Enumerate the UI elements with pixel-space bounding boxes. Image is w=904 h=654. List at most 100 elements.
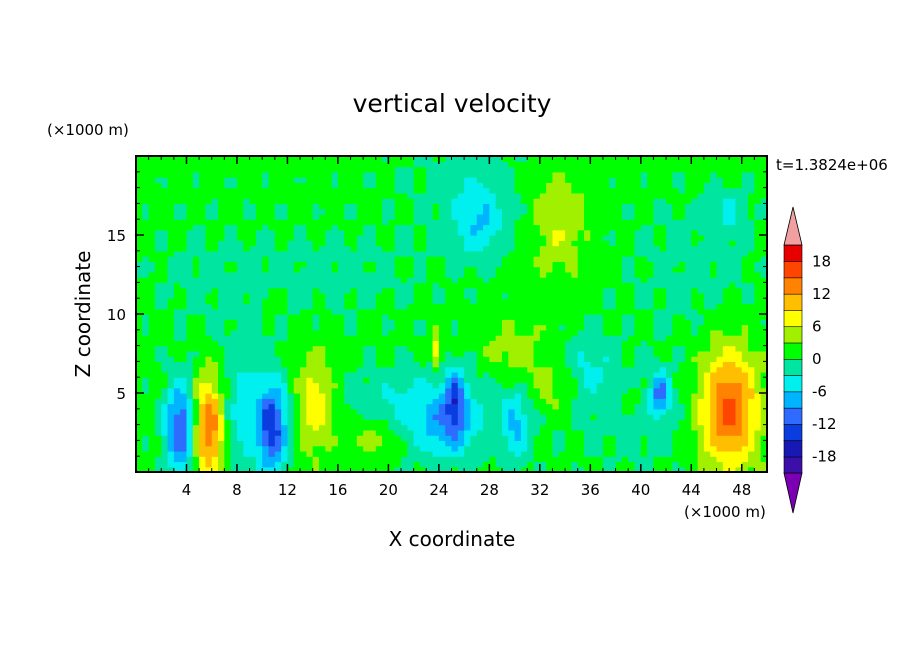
contour-cell [243, 366, 251, 373]
contour-cell [331, 340, 339, 347]
contour-cell [300, 393, 307, 399]
contour-cell [760, 240, 767, 247]
contour-cell [558, 314, 566, 320]
contour-cell [173, 308, 181, 315]
contour-cell [684, 361, 692, 368]
contour-cell [539, 208, 547, 215]
contour-cell [647, 208, 655, 215]
contour-cell [533, 298, 541, 305]
contour-cell [659, 340, 667, 347]
contour-cell [325, 398, 333, 405]
contour-cell [729, 240, 737, 247]
contour-cell [205, 366, 213, 373]
contour-cell [590, 466, 598, 472]
contour-cell [142, 408, 150, 415]
contour-cell [142, 282, 150, 289]
contour-cell [438, 324, 446, 331]
contour-cell [142, 461, 150, 468]
contour-cell [167, 435, 175, 441]
contour-cell [716, 466, 724, 472]
contour-cell [520, 240, 528, 247]
contour-cell [558, 350, 566, 357]
contour-cell [205, 261, 213, 268]
contour-cell [211, 314, 219, 320]
contour-cell [684, 456, 692, 463]
contour-cell [413, 377, 421, 384]
contour-cell [394, 229, 402, 236]
contour-cell [401, 382, 408, 389]
contour-cell [136, 271, 143, 278]
contour-cell [741, 361, 749, 368]
contour-cell [464, 461, 472, 468]
contour-cell [647, 271, 655, 278]
contour-cell [388, 340, 396, 347]
contour-cell [312, 445, 320, 452]
contour-cell [621, 424, 629, 431]
contour-cell [375, 445, 383, 452]
contour-cell [287, 445, 295, 452]
contour-cell [325, 298, 333, 305]
contour-cell [760, 314, 767, 320]
contour-cell [729, 345, 737, 352]
contour-cell [584, 445, 591, 452]
contour-cell [735, 329, 743, 336]
contour-cell [363, 456, 371, 463]
contour-cell [514, 208, 522, 215]
contour-cell [489, 414, 497, 420]
contour-cell [647, 308, 655, 315]
contour-cell [344, 356, 352, 362]
contour-cell [508, 213, 516, 220]
contour-cell [419, 356, 427, 362]
contour-cell [514, 450, 522, 457]
contour-cell [230, 245, 238, 252]
contour-cell [691, 245, 699, 252]
contour-cell [577, 261, 585, 268]
contour-cell [262, 277, 270, 283]
contour-field [136, 156, 767, 472]
contour-cell [653, 361, 661, 368]
contour-cell [666, 335, 673, 341]
contour-cell [741, 287, 749, 294]
contour-cell [419, 224, 427, 231]
contour-cell [602, 298, 610, 305]
contour-cell [173, 250, 181, 257]
contour-cell [192, 292, 200, 299]
contour-cell [306, 261, 314, 268]
contour-cell [154, 271, 162, 278]
contour-cell [653, 308, 661, 315]
contour-cell [741, 414, 749, 420]
contour-cell [211, 350, 219, 357]
contour-cell [281, 450, 289, 457]
contour-cell [293, 456, 301, 463]
contour-cell [640, 414, 648, 420]
contour-cell [445, 393, 453, 399]
contour-cell [274, 245, 282, 252]
contour-cell [388, 419, 396, 426]
contour-cell [464, 403, 472, 410]
contour-cell [199, 329, 207, 336]
contour-cell [243, 414, 251, 420]
contour-cell [735, 308, 743, 315]
contour-cell [546, 424, 554, 431]
contour-cell [262, 329, 270, 336]
contour-cell [186, 414, 194, 420]
contour-cell [760, 271, 767, 278]
contour-cell [659, 298, 667, 305]
contour-cell [407, 298, 415, 305]
contour-cell [407, 377, 415, 384]
contour-cell [432, 298, 440, 305]
contour-cell [148, 387, 156, 394]
contour-cell [136, 424, 143, 431]
contour-cell [331, 303, 339, 310]
contour-cell [716, 382, 724, 389]
contour-cell [596, 445, 604, 452]
contour-cell [136, 282, 143, 289]
contour-cell [419, 314, 427, 320]
contour-cell [337, 208, 345, 215]
contour-cell [546, 245, 554, 252]
contour-cell [647, 224, 655, 231]
contour-cell [394, 461, 402, 468]
contour-cell [552, 398, 560, 405]
contour-cell [476, 277, 484, 283]
contour-cell [697, 450, 705, 457]
